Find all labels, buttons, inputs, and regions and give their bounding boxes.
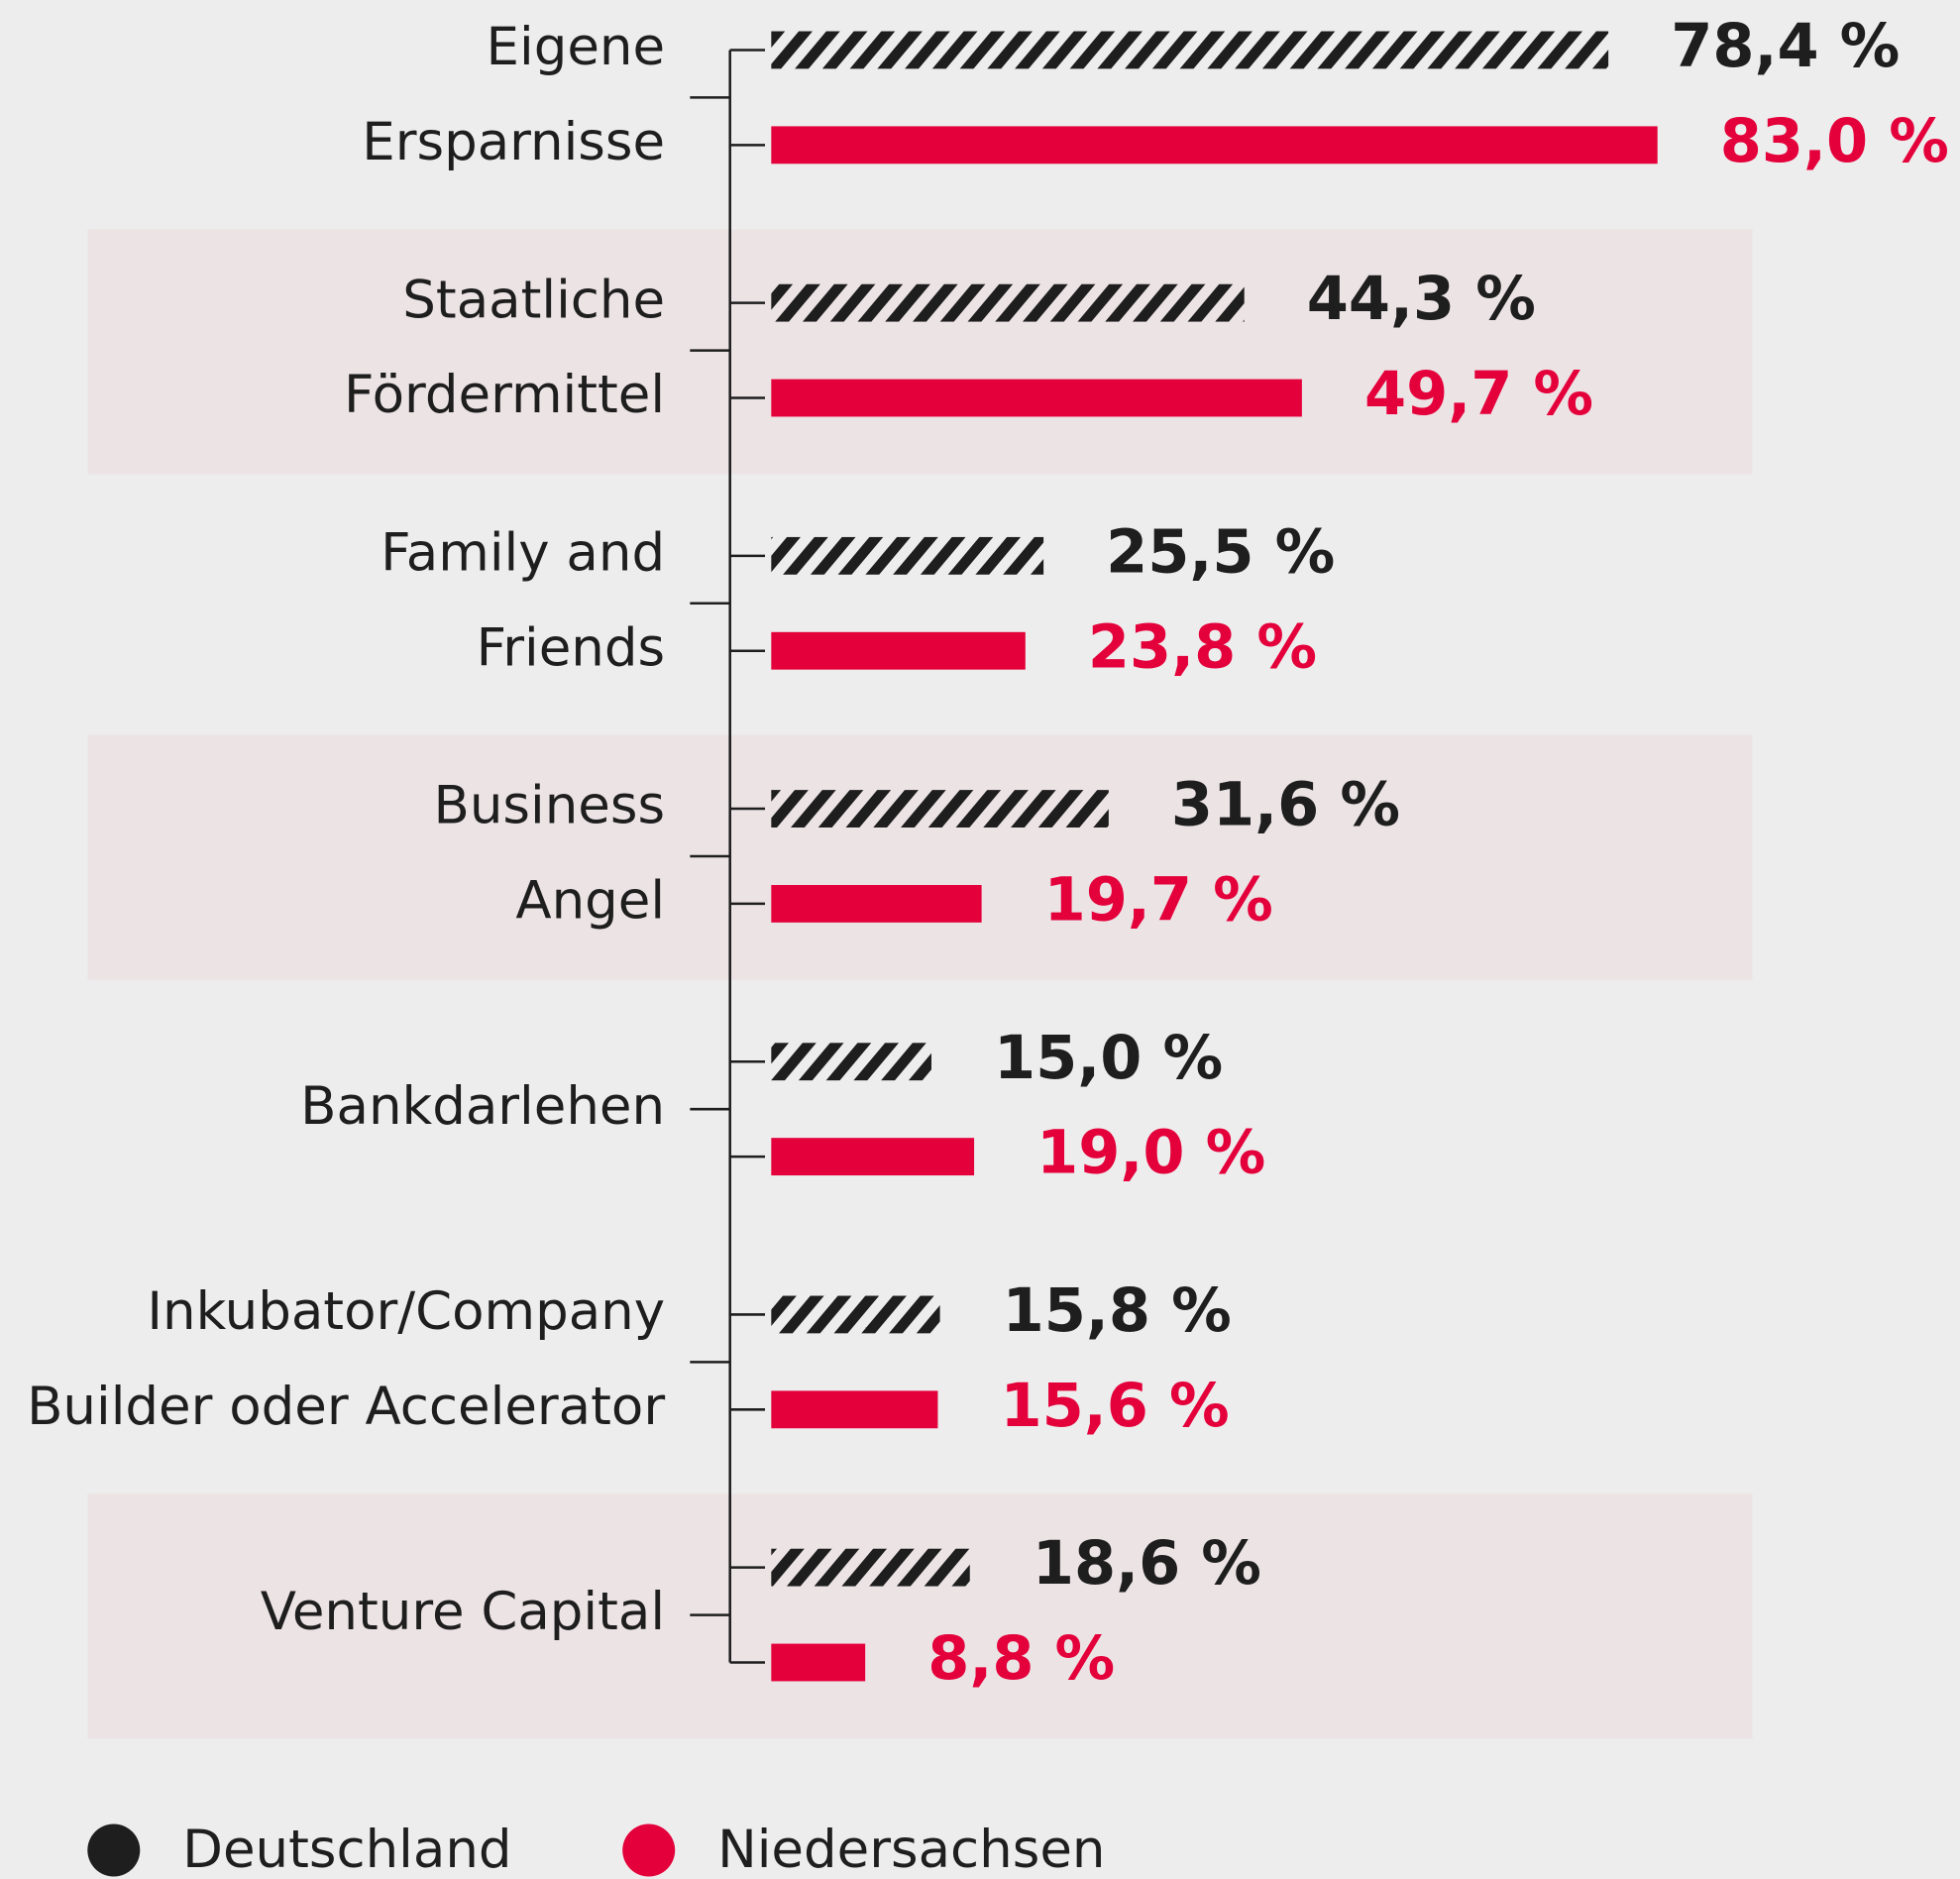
value-label: 25,5 % <box>1106 517 1335 587</box>
category-label: Business <box>434 776 666 836</box>
row-band <box>87 229 1753 475</box>
bar <box>771 1390 938 1429</box>
bar <box>771 790 1109 828</box>
value-label: 78,4 % <box>1671 12 1900 81</box>
category-label: Friends <box>477 617 665 678</box>
value-label: 8,8 % <box>927 1624 1115 1694</box>
value-label: 15,6 % <box>1001 1372 1230 1441</box>
bar <box>771 126 1658 165</box>
bar <box>771 536 1044 575</box>
row-band <box>87 734 1753 980</box>
bar <box>771 1643 866 1682</box>
value-label: 18,6 % <box>1033 1529 1261 1599</box>
legend-label: Deutschland <box>182 1820 511 1879</box>
category-label: Bankdarlehen <box>300 1076 665 1137</box>
bar <box>771 884 982 923</box>
legend-marker <box>87 1824 141 1877</box>
bar <box>771 283 1245 322</box>
legend-marker <box>622 1824 676 1877</box>
category-label: Staatliche <box>402 270 665 330</box>
category-label: Inkubator/Company <box>147 1281 665 1342</box>
bar <box>771 31 1609 69</box>
value-label: 83,0 % <box>1720 107 1949 176</box>
category-label: Angel <box>515 871 665 932</box>
row-band <box>87 1493 1753 1739</box>
legend-label: Niedersachsen <box>717 1820 1105 1879</box>
value-label: 15,0 % <box>994 1024 1223 1093</box>
value-label: 23,8 % <box>1088 612 1317 682</box>
bar <box>771 1295 940 1334</box>
value-label: 19,0 % <box>1036 1119 1265 1188</box>
category-label: Fördermittel <box>344 365 665 425</box>
value-label: 15,8 % <box>1003 1276 1232 1346</box>
category-label: Builder oder Accelerator <box>27 1377 665 1437</box>
bar <box>771 1043 931 1081</box>
category-label: Family and <box>381 522 665 583</box>
value-label: 44,3 % <box>1307 265 1536 334</box>
bar <box>771 1138 975 1176</box>
category-label: Eigene <box>487 17 666 77</box>
bar <box>771 379 1302 417</box>
category-label: Venture Capital <box>261 1582 665 1642</box>
category-label: Ersparnisse <box>362 112 665 172</box>
value-label: 19,7 % <box>1044 866 1273 936</box>
value-label: 49,7 % <box>1364 360 1593 429</box>
value-label: 31,6 % <box>1171 771 1400 840</box>
bar <box>771 631 1026 670</box>
bar <box>771 1548 970 1587</box>
